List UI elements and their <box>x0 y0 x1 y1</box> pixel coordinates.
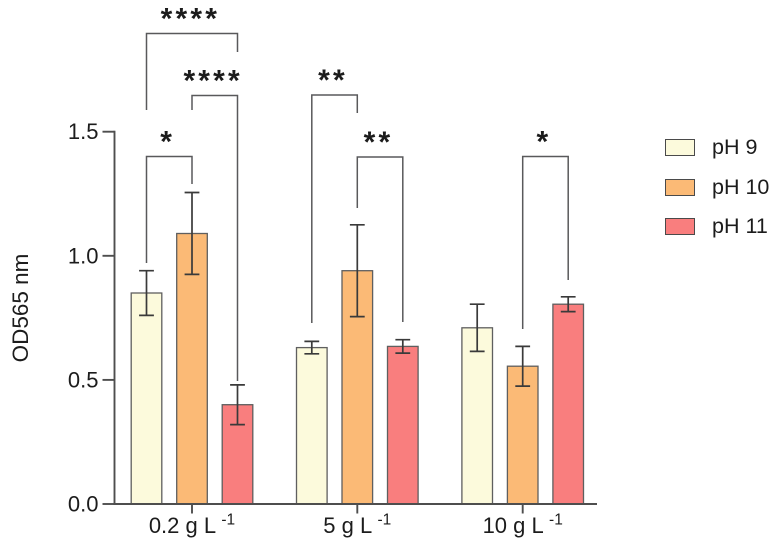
legend-item-ph10: pH 10 <box>665 175 770 199</box>
legend-swatch-ph11 <box>665 217 695 235</box>
bar-ph11-group2 <box>386 345 419 505</box>
bar-ph11-group1 <box>221 404 254 505</box>
bar-ph9-group1 <box>130 292 163 505</box>
significance-stars-4: ** <box>318 64 348 97</box>
legend-swatch-ph10 <box>665 178 695 196</box>
error-bar-ph11-group2 <box>395 338 411 354</box>
x-tick-label-group2: 5 g L -1 <box>323 512 391 539</box>
legend-swatch-ph9 <box>665 138 695 156</box>
legend-item-ph11: pH 11 <box>665 214 768 238</box>
significance-stars-6: * <box>536 126 551 159</box>
x-tick-label-group3: 10 g L -1 <box>483 512 563 539</box>
significance-bracket-4 <box>311 94 359 323</box>
significance-bracket-6 <box>521 155 569 329</box>
error-bar-ph11-group1 <box>230 384 245 426</box>
significance-stars-5: ** <box>364 126 394 159</box>
significance-bracket-3 <box>145 155 193 263</box>
legend-label-ph10: pH 10 <box>712 175 770 199</box>
y-tick-label-0.5: 0.5 <box>68 367 99 392</box>
y-axis-title: OD565 nm <box>8 253 33 363</box>
bar-ph10-group1 <box>176 232 208 505</box>
significance-stars-1: **** <box>161 3 221 36</box>
legend-label-ph9: pH 9 <box>712 135 758 159</box>
y-tick-label-1.0: 1.0 <box>68 243 99 268</box>
significance-bracket-5 <box>356 156 404 322</box>
error-bar-ph10-group2 <box>349 223 365 318</box>
error-bar-ph9-group1 <box>139 269 154 317</box>
legend-label-ph11: pH 11 <box>712 214 768 238</box>
error-bar-ph10-group3 <box>515 345 531 387</box>
error-bar-ph9-group2 <box>304 340 320 355</box>
legend-item-ph9: pH 9 <box>665 135 758 159</box>
bar-ph11-group3 <box>552 303 585 505</box>
significance-bracket-1 <box>145 32 239 110</box>
x-tick-label-group1: 0.2 g L -1 <box>149 512 235 539</box>
significance-stars-2: **** <box>183 65 243 98</box>
bar-ph9-group2 <box>295 346 328 505</box>
bar-ph9-group3 <box>461 327 494 505</box>
error-bar-ph10-group1 <box>184 191 200 276</box>
y-tick-label-1.5: 1.5 <box>68 119 99 144</box>
error-bar-ph11-group3 <box>560 295 576 313</box>
significance-bracket-2 <box>191 94 239 381</box>
error-bar-ph9-group3 <box>469 303 485 353</box>
y-tick-label-0.0: 0.0 <box>68 492 99 517</box>
significance-stars-3: * <box>160 126 175 159</box>
